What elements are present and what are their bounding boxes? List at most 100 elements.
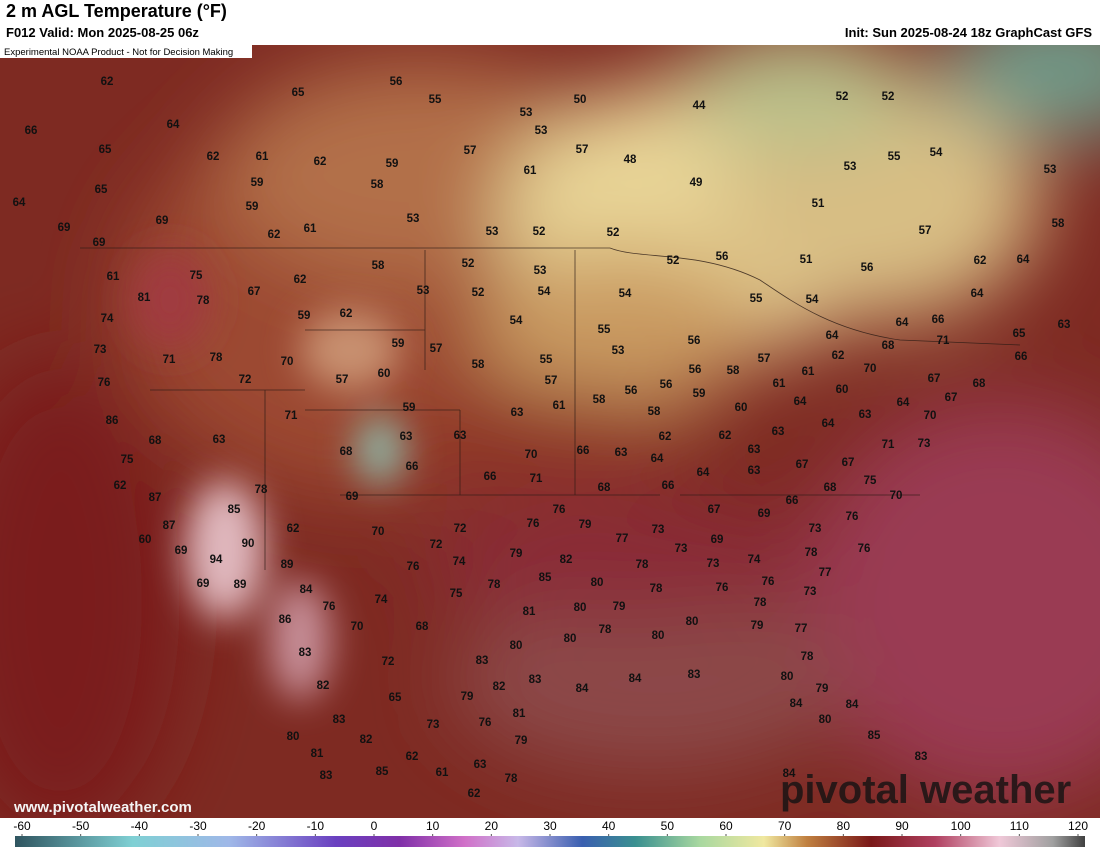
temperature-label: 71 <box>937 335 950 347</box>
temperature-label: 54 <box>510 315 523 327</box>
temperature-label: 79 <box>461 691 474 703</box>
temperature-label: 64 <box>822 418 835 430</box>
colorbar-tick-label: 20 <box>485 819 499 833</box>
temperature-label: 54 <box>619 288 632 300</box>
temperature-label: 68 <box>149 435 162 447</box>
title: 2 m AGL Temperature (°F) <box>6 1 227 21</box>
temperature-label: 89 <box>234 579 247 591</box>
temperature-label: 62 <box>659 431 672 443</box>
temperature-label: 53 <box>844 161 857 173</box>
temperature-label: 81 <box>138 292 151 304</box>
temperature-label: 66 <box>932 314 945 326</box>
temperature-label: 78 <box>505 773 518 785</box>
temperature-label: 63 <box>748 444 761 456</box>
temperature-label: 63 <box>772 426 785 438</box>
temperature-label: 80 <box>781 671 794 683</box>
temperature-label: 71 <box>163 354 176 366</box>
temperature-label: 78 <box>210 352 223 364</box>
temperature-label: 54 <box>538 286 551 298</box>
temperature-label: 71 <box>882 439 895 451</box>
temperature-label: 84 <box>783 768 796 780</box>
temperature-label: 74 <box>375 594 388 606</box>
temperature-label: 48 <box>624 154 637 166</box>
temperature-label: 64 <box>13 197 26 209</box>
temperature-label: 55 <box>750 293 763 305</box>
temperature-label: 62 <box>406 751 419 763</box>
temperature-label: 60 <box>836 384 849 396</box>
temperature-label: 73 <box>652 524 665 536</box>
temperature-label: 73 <box>675 543 688 555</box>
temperature-label: 59 <box>693 388 706 400</box>
temperature-label: 61 <box>256 151 269 163</box>
temperature-label: 80 <box>287 731 300 743</box>
temperature-label: 64 <box>897 397 910 409</box>
disclaimer-box <box>0 45 252 58</box>
temperature-label: 67 <box>945 392 958 404</box>
temperature-label: 76 <box>407 561 420 573</box>
temperature-label: 61 <box>553 400 566 412</box>
temperature-label: 77 <box>616 533 629 545</box>
temperature-label: 76 <box>323 601 336 613</box>
temperature-label: 83 <box>476 655 489 667</box>
temperature-label: 65 <box>292 87 305 99</box>
temperature-label: 76 <box>858 543 871 555</box>
temperature-label: 61 <box>773 378 786 390</box>
temperature-label: 78 <box>754 597 767 609</box>
colorbar-tick-label: 30 <box>543 819 557 833</box>
temperature-label: 56 <box>390 76 403 88</box>
temperature-label: 84 <box>790 698 803 710</box>
temperature-label: 76 <box>553 504 566 516</box>
temperature-label: 61 <box>107 271 120 283</box>
temperature-label: 79 <box>816 683 829 695</box>
temperature-label: 83 <box>333 714 346 726</box>
temperature-label: 56 <box>625 385 638 397</box>
temperature-label: 52 <box>533 226 546 238</box>
temperature-label: 75 <box>121 454 134 466</box>
temperature-label: 78 <box>801 651 814 663</box>
temperature-label: 85 <box>376 766 389 778</box>
website: www.pivotalweather.com <box>13 799 192 816</box>
temperature-label: 70 <box>890 490 903 502</box>
temperature-label: 58 <box>648 406 661 418</box>
temperature-label: 66 <box>786 495 799 507</box>
temperature-label: 64 <box>896 317 909 329</box>
colorbar-tick-label: -10 <box>307 819 325 833</box>
temperature-label: 57 <box>336 374 349 386</box>
temperature-label: 80 <box>574 602 587 614</box>
colorbar-tick-label: 80 <box>837 819 851 833</box>
temperature-label: 70 <box>351 621 364 633</box>
temperature-label: 71 <box>285 410 298 422</box>
temperature-label: 67 <box>796 459 809 471</box>
temperature-label: 63 <box>400 431 413 443</box>
temperature-label: 53 <box>534 265 547 277</box>
temperature-label: 85 <box>539 572 552 584</box>
temperature-label: 62 <box>114 480 127 492</box>
temperature-label: 52 <box>607 227 620 239</box>
temperature-label: 69 <box>93 237 106 249</box>
temperature-label: 84 <box>576 683 589 695</box>
temperature-label: 69 <box>197 578 210 590</box>
temperature-label: 61 <box>436 767 449 779</box>
temperature-label: 59 <box>403 402 416 414</box>
temperature-label: 62 <box>832 350 845 362</box>
temperature-label: 60 <box>139 534 152 546</box>
colorbar-tick-label: -20 <box>248 819 266 833</box>
temperature-label: 61 <box>524 165 537 177</box>
valid-time: F012 Valid: Mon 2025-08-25 06z <box>6 25 199 40</box>
temperature-label: 55 <box>540 354 553 366</box>
temperature-label: 80 <box>819 714 832 726</box>
temperature-label: 68 <box>416 621 429 633</box>
temperature-label: 76 <box>762 576 775 588</box>
temperature-label: 58 <box>371 179 384 191</box>
temperature-label: 54 <box>806 294 819 306</box>
temperature-label: 62 <box>340 308 353 320</box>
temperature-label: 80 <box>652 630 665 642</box>
temperature-label: 83 <box>529 674 542 686</box>
temperature-label: 53 <box>535 125 548 137</box>
temperature-label: 85 <box>228 504 241 516</box>
temperature-label: 49 <box>690 177 703 189</box>
colorbar-tick-label: 110 <box>1010 819 1029 833</box>
temperature-label: 83 <box>299 647 312 659</box>
temperature-label: 55 <box>429 94 442 106</box>
